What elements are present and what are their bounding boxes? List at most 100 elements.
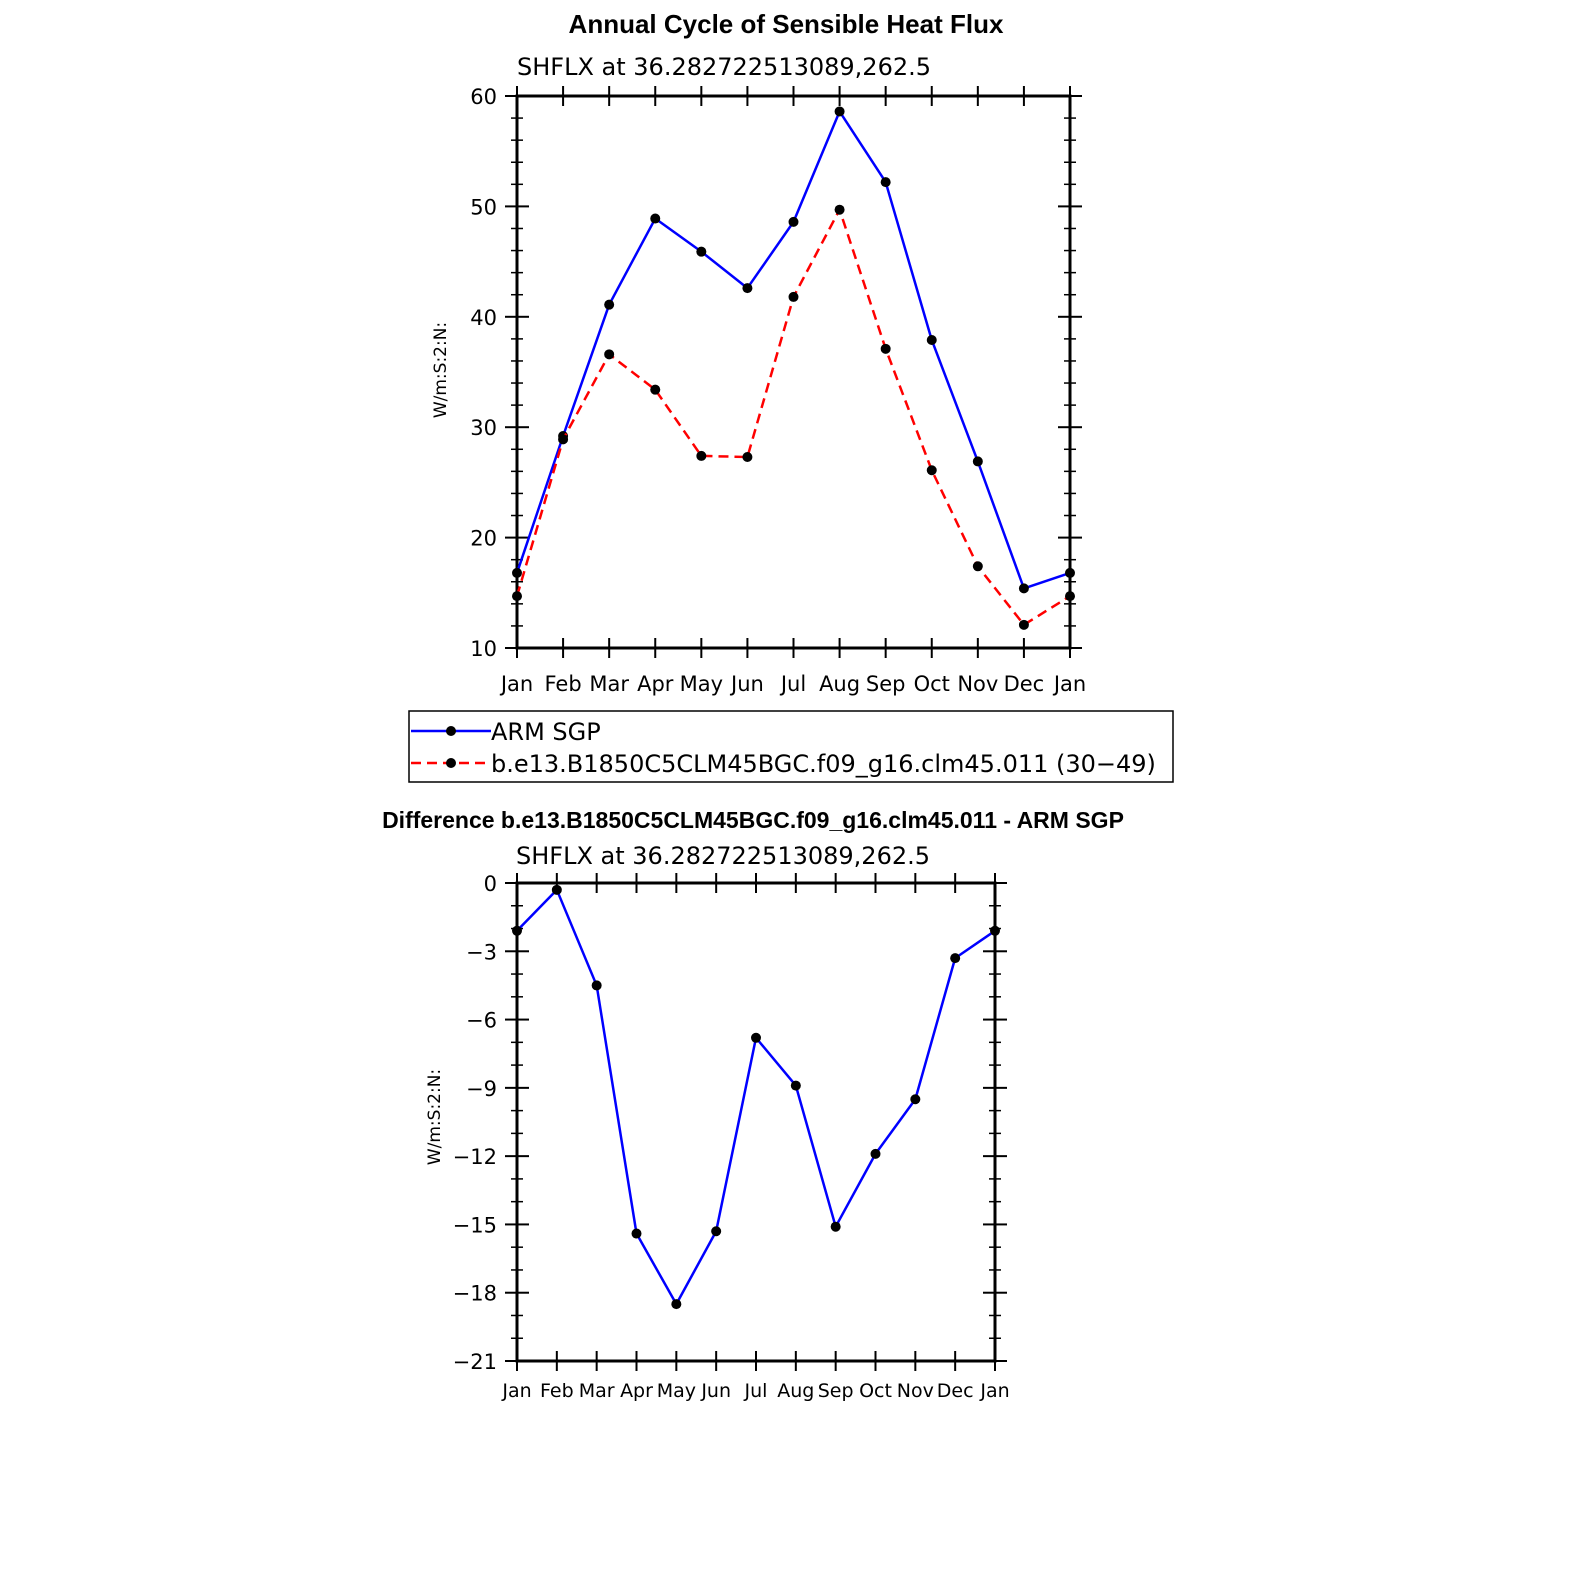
chart2-x-tick-label: Jun [700,1380,731,1402]
chart1-series-1-point [972,561,983,572]
chart2-x-tick-label: Aug [777,1380,814,1402]
annual-cycle-chart: Annual Cycle of Sensible Heat Flux SHFLX… [431,9,1086,696]
chart2-series-0-point [790,1080,801,1091]
chart2-x-tick-label: Dec [937,1380,974,1402]
chart1-x-tick-label: Dec [1004,672,1045,696]
chart2-axes [505,873,1007,1371]
chart2-series-0-point [910,1094,921,1105]
chart2-x-tick-label: Nov [897,1380,934,1402]
chart1-series-0-point [1018,583,1029,594]
chart1-series-1-point [788,291,799,302]
chart1-x-tick-label: Nov [957,672,998,696]
chart1-series-1-point [834,204,845,215]
chart1-series-0-point [788,216,799,227]
chart2-title: Difference b.e13.B1850C5CLM45BGC.f09_g16… [382,807,1124,833]
chart2-x-tick-label: Jan [501,1380,531,1402]
chart1-series-0-point [880,177,891,188]
chart1-y-tick-label: 10 [470,637,497,661]
chart1-x-tick-label: Jul [779,672,806,696]
chart1-series-0-point [512,567,522,578]
chart2-x-tick-label: Oct [859,1380,892,1402]
chart2-y-tick-labels: 0 −3 −6 −9 −12 −15 −18 −21 [453,872,497,1374]
chart2-series [512,884,1000,1310]
chart1-series-0-line [515,110,1071,590]
chart1-series-1-line [515,208,1071,627]
legend-label-model: b.e13.B1850C5CLM45BGC.f09_g16.clm45.011 … [491,750,1156,778]
chart1-series-0-point [1065,567,1075,578]
chart1-series-0-point [742,283,753,294]
chart1-series-1-point [926,465,937,476]
chart2-x-tick-label: Jul [744,1380,768,1402]
chart1-x-tick-label: Apr [637,672,674,696]
chart2-x-tick-label: Sep [818,1380,854,1402]
chart2-series-0-point [711,1226,722,1237]
chart2-series-0-point [631,1228,642,1239]
chart1-series-1-point [696,450,707,461]
chart1-series-1-point [1018,619,1029,630]
chart1-axes [505,86,1082,658]
chart2-y-tick-label: −6 [466,1009,497,1033]
chart1-x-tick-label: Jun [729,672,764,696]
chart2-y-tick-label: −15 [453,1213,497,1237]
chart1-x-tick-label: May [680,672,723,696]
chart1-x-tick-label: Jan [1052,672,1086,696]
chart2-series-0-point [751,1032,761,1043]
chart1-series-1-point [512,591,522,602]
chart1-x-tick-label: Sep [866,672,906,696]
chart1-series-0-point [972,456,983,467]
chart1-subtitle: SHFLX at 36.282722513089,262.5 [517,53,931,81]
chart2-series-0-point [551,884,562,895]
chart1-series-1-point [880,343,891,354]
chart2-series-0-point [950,953,961,964]
chart1-series-1-point [650,384,661,395]
chart1-series-1-point [742,452,753,463]
chart1-series-0-point [696,246,707,257]
chart1-ylabel: W/m:S:2:N: [431,322,451,418]
chart1-y-tick-label: 20 [470,527,497,551]
chart2-series-0-point [870,1148,881,1159]
chart2-y-tick-label: −12 [453,1145,497,1169]
chart2-x-tick-label: Apr [620,1380,653,1402]
chart1-x-tick-label: Jan [499,672,533,696]
chart1-series-1-point [604,349,615,360]
chart2-ylabel: W/m:S:2:N: [425,1069,445,1165]
chart2-x-tick-label: Jan [979,1380,1009,1402]
difference-chart: Difference b.e13.B1850C5CLM45BGC.f09_g16… [382,807,1124,1402]
chart2-series-0-point [990,925,1000,936]
legend-box [408,710,1174,783]
chart2-series-0-point [830,1221,841,1232]
legend-marker-model [446,758,456,768]
chart2-y-tick-label: −9 [466,1077,497,1101]
chart2-series-0-point [591,980,602,991]
chart1-x-tick-label: Feb [544,672,581,696]
chart2-y-tick-label: −21 [453,1350,497,1374]
legend-label-arm-sgp: ARM SGP [491,718,601,746]
chart1-series-1-point [558,434,569,445]
chart2-y-tick-label: −3 [466,940,497,964]
chart1-y-tick-label: 60 [470,85,497,109]
chart1-series-0-point [650,213,661,224]
chart1-y-tick-label: 40 [470,306,497,330]
chart1-y-tick-label: 50 [470,195,497,219]
chart1-series-0-point [926,334,937,345]
chart2-y-tick-label: −18 [453,1282,497,1306]
chart1-y-tick-label: 30 [470,416,497,440]
chart1-x-tick-label: Oct [914,672,950,696]
chart2-x-tick-label: May [657,1380,696,1402]
chart1-legend: ARM SGP b.e13.B1850C5CLM45BGC.f09_g16.cl… [408,710,1174,783]
chart2-series-0-point [671,1299,682,1310]
chart1-y-tick-labels: 10 20 30 40 50 60 [470,85,497,661]
chart2-subtitle: SHFLX at 36.282722513089,262.5 [516,842,930,870]
chart1-series [512,106,1075,630]
chart2-series-0-line [516,888,996,1306]
legend-marker-arm-sgp [446,726,456,736]
chart1-series-1-point [1065,591,1075,602]
chart1-x-tick-labels: Jan Feb Mar Apr May Jun Jul Aug Sep Oct Nov Dec Jan [499,672,1086,696]
chart2-plot-frame [515,881,997,1363]
chart2-y-tick-label: 0 [484,872,497,896]
chart2-x-tick-labels: Jan Feb Mar Apr May Jun Jul Aug Sep Oct Nov Dec Jan [501,1380,1009,1402]
chart2-series-0-point [512,925,522,936]
chart1-series-0-point [604,299,615,310]
chart2-x-tick-label: Feb [540,1380,574,1402]
